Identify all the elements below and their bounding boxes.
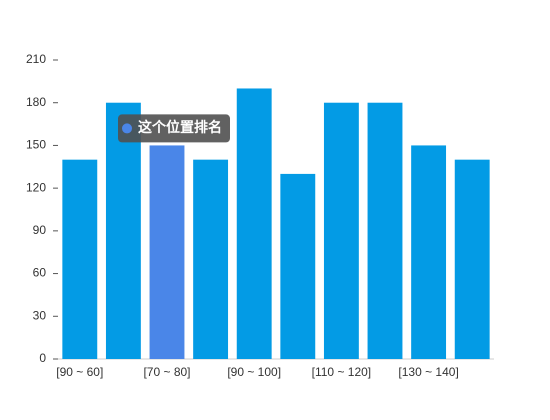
bar [280, 173, 316, 359]
y-tick-label: 90 [33, 223, 47, 237]
x-tick-label: [70 ~ 80] [143, 365, 190, 379]
tooltip: 这个位置排名 [118, 114, 230, 143]
y-tick-label: 120 [26, 180, 46, 194]
bar [193, 159, 229, 359]
y-tick-label: 150 [26, 138, 46, 152]
tooltip-text: 这个位置排名 [138, 119, 222, 135]
bar [367, 102, 403, 359]
y-tick-label: 210 [26, 52, 46, 66]
x-tick-label: [110 ~ 120] [312, 365, 372, 379]
bar [236, 88, 272, 359]
x-tick-label: [90 ~ 100] [227, 365, 281, 379]
y-tick-label: 180 [26, 95, 46, 109]
tooltip-box [118, 114, 230, 143]
bar [149, 145, 185, 359]
y-tick-label: 0 [39, 351, 46, 365]
bar [454, 159, 490, 359]
bar [411, 145, 447, 359]
bar [105, 102, 141, 359]
tooltip-dot [122, 123, 132, 134]
x-tick-label: [130 ~ 140] [398, 365, 458, 379]
y-tick-label: 60 [33, 266, 47, 280]
x-tick-label: [90 ~ 60] [56, 365, 103, 379]
y-tick-label: 30 [33, 308, 47, 322]
bar [62, 159, 98, 359]
bar [323, 102, 359, 359]
